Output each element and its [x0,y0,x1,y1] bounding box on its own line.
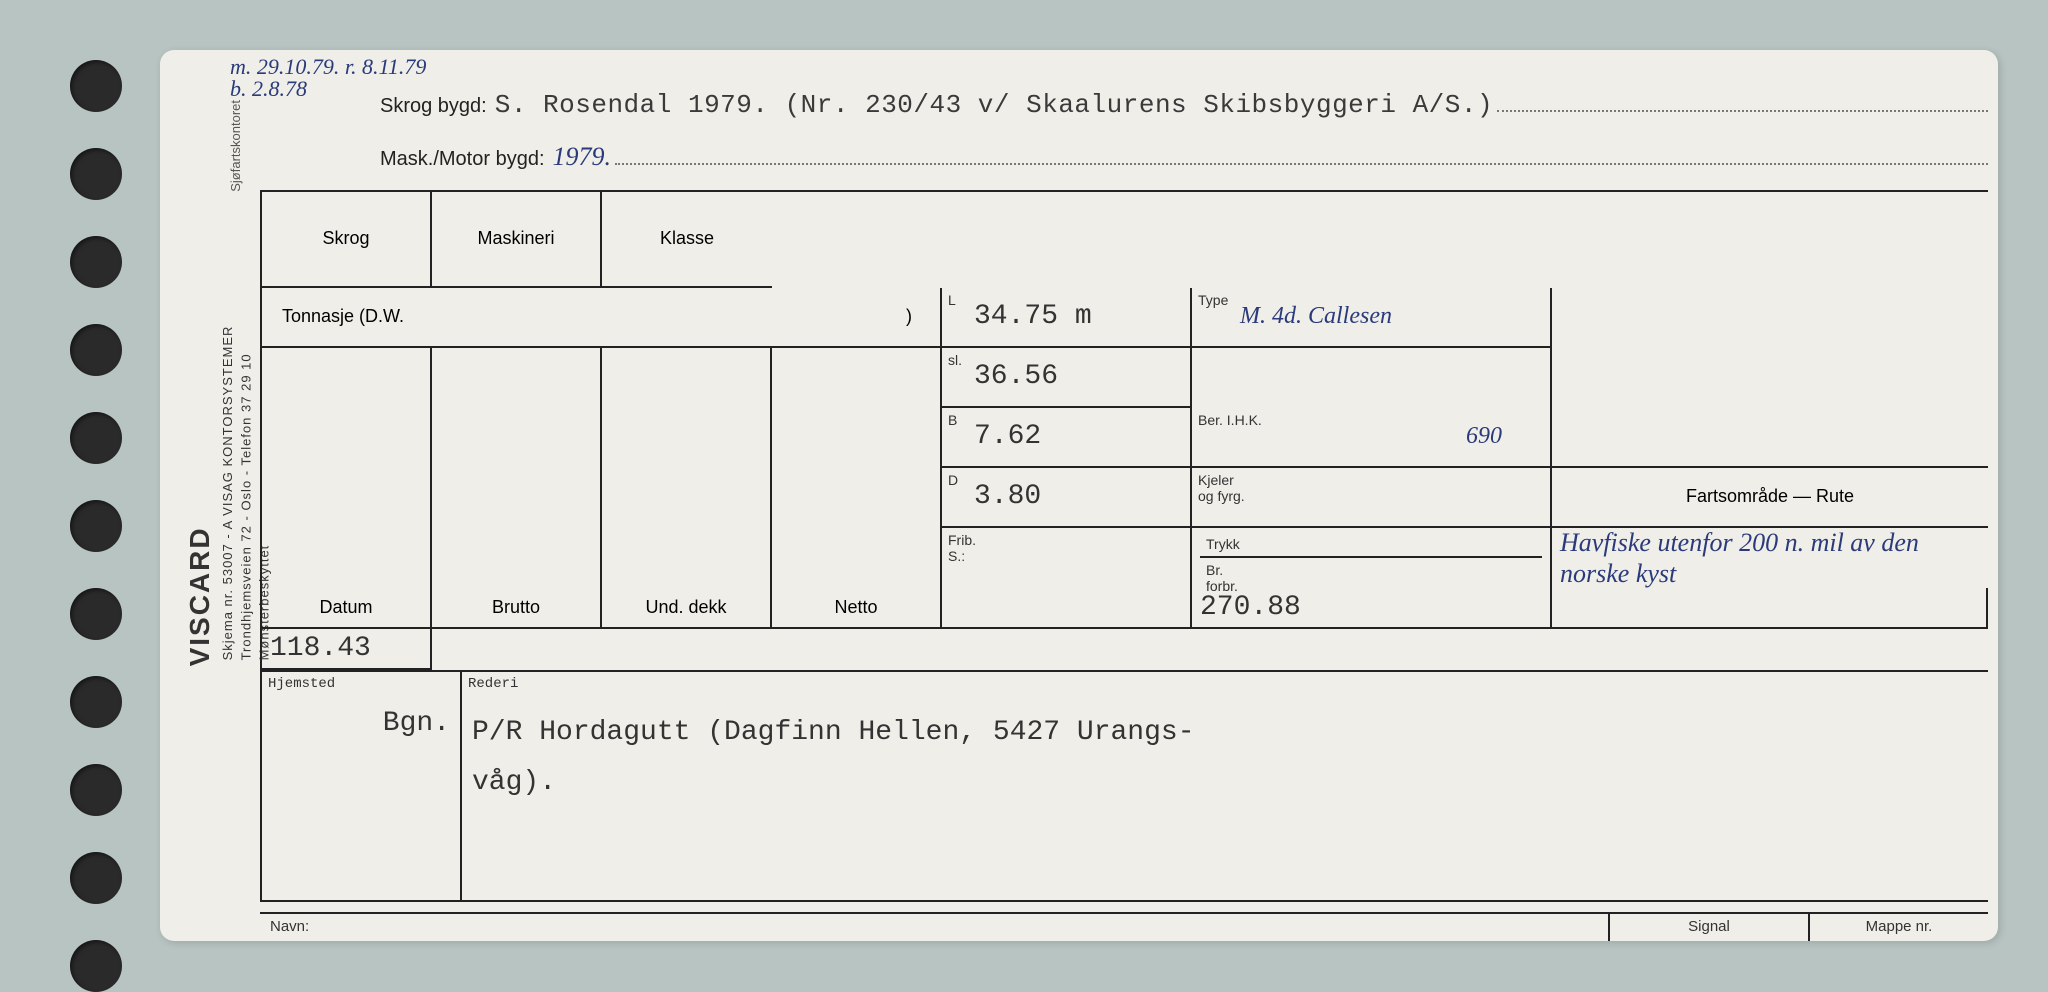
farts-header: Fartsområde — Rute [1552,468,1988,528]
D-label: D [948,472,958,488]
datum-cell [942,588,1192,629]
B-cell: B 7.62 [942,408,1192,468]
rederi-cell: Rederi P/R Hordagutt (Dagfinn Hellen, 54… [462,672,1988,900]
hole [70,500,122,552]
B-label: B [948,412,957,428]
main-table: Tonnasje (D.W. ) Skrog Maskineri Klasse … [260,190,1988,672]
type-val: M. 4d. Callesen [1240,303,1392,330]
skrog-header: Skrog [262,192,432,288]
datum-header: Datum [262,588,432,629]
D-cell: D 3.80 [942,468,1192,528]
trykk-br-cell: Trykk Br. forbr. [1192,528,1552,588]
L-val: 34.75 m [974,301,1092,332]
content: m. 29.10.79. r. 8.11.79 b. 2.8.78 Skrog … [260,60,1988,931]
brutto-val: 270.88 [1200,592,1301,623]
navn-cell: Navn: ms. "Hordagutt" [260,914,1608,941]
type-label: Type [1198,292,1228,308]
signal-label: Signal [1620,918,1798,935]
hjemsted-label: Hjemsted [268,676,335,692]
brutto-empty [432,348,602,588]
tonnasje-header: Tonnasje (D.W. ) [262,288,942,348]
hole [70,852,122,904]
hjemsted-val: Bgn. [272,708,450,739]
hole [70,236,122,288]
netto-header: Netto [772,588,942,629]
footer: Navn: ms. "Hordagutt" Signal L I U L Map… [260,912,1988,941]
hole [70,764,122,816]
skrog-L-cell: L 34.75 m [942,288,1192,348]
brutto-header: Brutto [432,588,602,629]
frib-label: Frib. S.: [948,532,976,564]
hole [70,676,122,728]
netto-val: 118.43 [270,633,371,664]
signal-cell: Signal L I U L [1608,914,1808,941]
bottom-section: Hjemsted Bgn. Rederi P/R Hordagutt (Dagf… [260,672,1988,902]
hole [70,60,122,112]
und-dekk-cell [1552,588,1988,629]
trykk-label: Trykk [1206,536,1240,552]
maskineri-header: Maskineri [432,192,602,288]
frib-cell: Frib. S.: [942,528,1192,588]
ber-cell: Ber. I.H.K. 690 [1192,408,1552,468]
navn-label: Navn: [270,918,1598,935]
motor-bygd-row: Mask./Motor bygd: 1979. [260,138,1988,171]
sl-label: sl. [948,352,962,368]
brutto-cell: 270.88 [1192,588,1552,629]
netto-empty [772,348,942,588]
datum-empty [262,348,432,588]
B-val: 7.62 [974,421,1041,452]
skrog-bygd-row: Skrog bygd: S. Rosendal 1979. (Nr. 230/4… [260,60,1988,120]
mappe-label: Mappe nr. [1820,918,1978,935]
hw-line1: m. 29.10.79. r. 8.11.79 [230,56,426,78]
netto-cell: 118.43 [262,629,432,670]
hjemsted-cell: Hjemsted Bgn. [262,672,462,900]
motor-bygd-label: Mask./Motor bygd: [380,148,545,171]
card-wrapper: VISCARD Skjema nr. 53007 - A VISAG KONTO… [20,20,2028,971]
dotted-line [1497,86,1988,112]
hole [70,588,122,640]
tonnasje-close: ) [906,306,912,327]
unddekk-empty [602,348,772,588]
mask-empty1 [1192,348,1552,408]
skrog-bygd-value: S. Rosendal 1979. (Nr. 230/43 v/ Skaalur… [495,90,1493,120]
mappe-cell: Mappe nr. 18664 [1808,914,1988,941]
farts-val: Havfiske utenfor 200 n. mil av den norsk… [1560,527,1980,589]
motor-bygd-value: 1979. [553,142,612,172]
L-label: L [948,292,956,308]
kjeler-cell: Kjeler og fyrg. [1192,468,1552,528]
brand-sub: Skjema nr. 53007 - A VISAG KONTORSYSTEME… [219,325,237,660]
hole [70,324,122,376]
kjeler-label: Kjeler og fyrg. [1198,472,1245,504]
dotted-line [615,138,1988,164]
brand-addr: Trondhjemsveien 72 - Oslo - Telefon 37 2… [237,325,255,660]
und-dekk-header: Und. dekk [602,588,772,629]
type-cell: Type M. 4d. Callesen [1192,288,1552,348]
rederi-val: P/R Hordagutt (Dagfinn Hellen, 5427 Uran… [472,708,1978,809]
hw-line2: b. 2.8.78 [230,78,426,100]
binder-holes [70,60,122,992]
D-val: 3.80 [974,481,1041,512]
rederi-label: Rederi [468,676,518,692]
hole [70,148,122,200]
tonnasje-label: Tonnasje (D.W. [282,306,404,327]
ber-val: 690 [1466,423,1502,450]
sl-val: 36.56 [974,361,1058,392]
side-right: Sjøfartskontoret [228,100,243,192]
hole [70,412,122,464]
hole [70,940,122,992]
farts-cell: Havfiske utenfor 200 n. mil av den norsk… [1552,528,1988,588]
index-card: VISCARD Skjema nr. 53007 - A VISAG KONTO… [160,50,1998,941]
br-label: Br. forbr. [1206,562,1238,594]
ber-label: Ber. I.H.K. [1198,412,1262,428]
klasse-cell [1552,288,1988,468]
sl-cell: sl. 36.56 [942,348,1192,408]
handwritten-dates: m. 29.10.79. r. 8.11.79 b. 2.8.78 [230,56,426,100]
klasse-header: Klasse [602,192,772,288]
brand: VISCARD [180,325,219,666]
